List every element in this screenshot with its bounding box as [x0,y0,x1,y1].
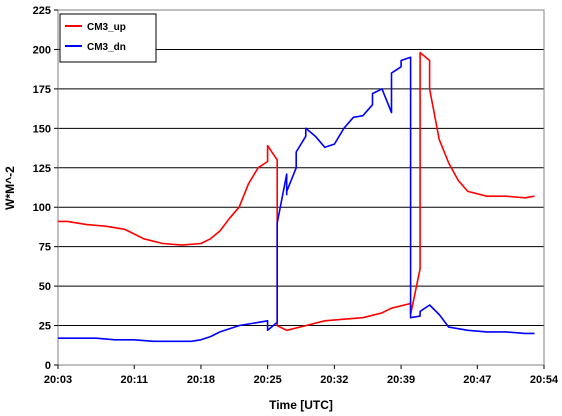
legend: CM3_up CM3_dn [59,13,157,63]
series-lines [58,51,535,343]
y-tick-label-2: 50 [39,281,51,293]
y-tick-label-8: 200 [33,44,51,56]
y-tick-label-6: 150 [33,123,51,135]
x-axis-ticks: 20:03 20:11 20:18 20:25 20:32 20:39 20:47 20:54 [44,365,559,386]
x-tick-label-6: 20:47 [463,374,491,386]
y-tick-label-3: 75 [39,242,51,254]
y-tick-label-0: 0 [45,360,51,372]
legend-box [59,13,157,63]
x-tick-label-4: 20:32 [320,374,348,386]
y-axis-ticks: 0 25 50 75 100 125 150 175 200 225 [33,5,58,372]
x-tick-label-1: 20:11 [120,374,148,386]
y-tick-label-1: 25 [39,321,51,333]
legend-label-CM3_up: CM3_up [87,22,126,33]
y-axis-title: W*M^-2 [3,166,17,210]
x-tick-label-7: 20:54 [530,374,559,386]
series-line-CM3_dn [58,56,535,343]
x-tick-label-0: 20:03 [44,374,72,386]
y-tick-label-5: 125 [33,163,51,175]
x-axis-title: Time [UTC] [269,398,333,412]
series-line-CM3_up [58,51,535,332]
y-tick-label-4: 100 [33,202,51,214]
x-tick-label-3: 20:25 [254,374,282,386]
x-tick-label-2: 20:18 [187,374,215,386]
plot-area-border [57,9,545,366]
legend-label-CM3_dn: CM3_dn [87,42,126,53]
y-tick-label-7: 175 [33,84,51,96]
y-tick-label-9: 225 [33,5,51,17]
x-tick-label-5: 20:39 [387,374,415,386]
